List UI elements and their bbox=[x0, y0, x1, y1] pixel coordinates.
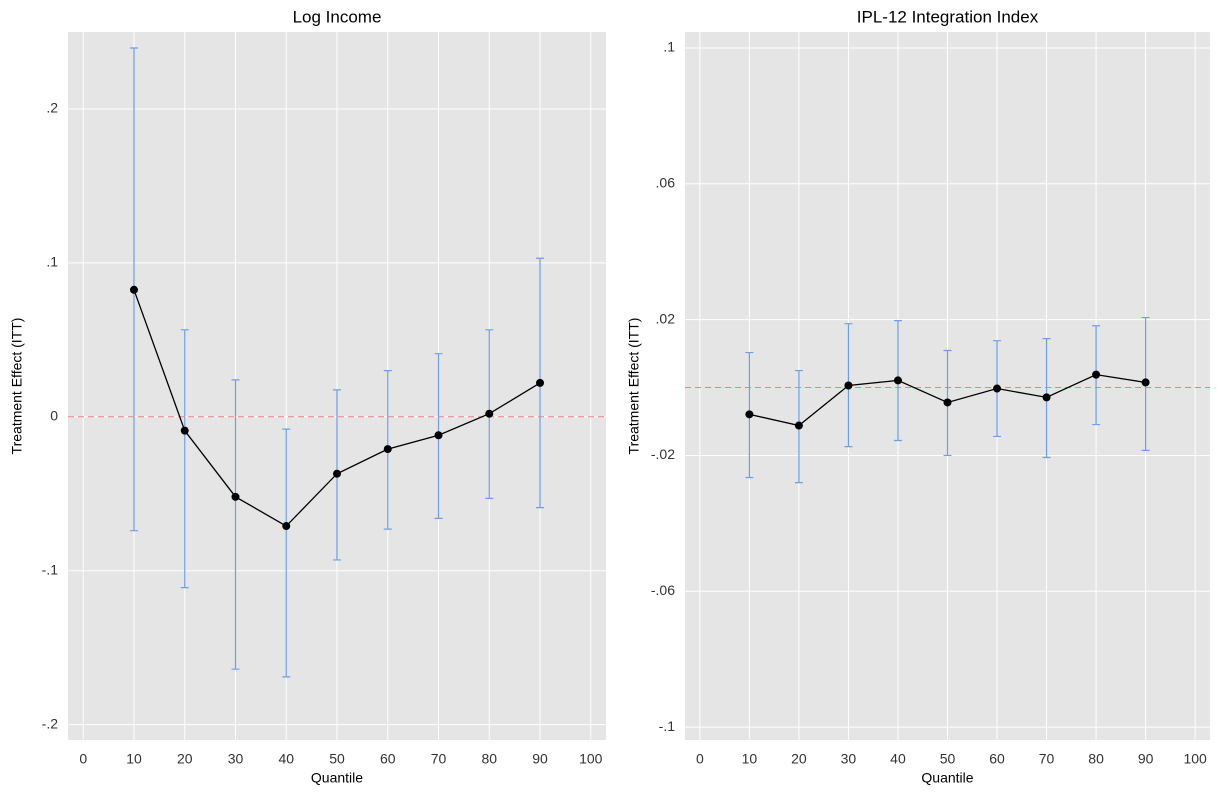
y-axis-label: Treatment Effect (ITT) bbox=[9, 318, 25, 455]
error-bar bbox=[180, 329, 189, 589]
point bbox=[844, 381, 853, 390]
y-tick-label: .02 bbox=[656, 310, 676, 326]
x-tick-label: 50 bbox=[329, 751, 345, 767]
y-tick-label: .1 bbox=[46, 254, 58, 270]
point bbox=[794, 421, 803, 430]
y-tick-label: -.06 bbox=[651, 582, 675, 598]
x-tick-label: 20 bbox=[791, 751, 807, 767]
point bbox=[943, 398, 952, 407]
point bbox=[1092, 370, 1101, 379]
y-tick-label: 0 bbox=[50, 407, 58, 423]
y-tick-label: -.1 bbox=[659, 718, 676, 734]
x-tick-label: 10 bbox=[742, 751, 758, 767]
point bbox=[231, 492, 240, 501]
point bbox=[745, 410, 754, 419]
point bbox=[893, 376, 902, 385]
y-tick-label: -.02 bbox=[651, 446, 675, 462]
point bbox=[333, 469, 341, 478]
x-tick-label: 50 bbox=[940, 751, 956, 767]
x-tick-label: 90 bbox=[532, 751, 548, 767]
error-bar bbox=[231, 379, 240, 670]
point bbox=[180, 426, 189, 435]
y-tick-label: .2 bbox=[46, 100, 58, 116]
error-bar-line bbox=[180, 329, 189, 589]
point bbox=[129, 285, 138, 294]
point bbox=[1042, 393, 1051, 402]
x-tick-label: 80 bbox=[1088, 751, 1104, 767]
point bbox=[383, 445, 392, 454]
y-axis-label: Treatment Effect (ITT) bbox=[626, 318, 642, 455]
y-tick-label: .06 bbox=[656, 174, 676, 190]
x-axis-label: Quantile bbox=[921, 770, 973, 786]
x-tick-label: 70 bbox=[1039, 751, 1055, 767]
x-tick-label: 20 bbox=[177, 751, 193, 767]
point bbox=[993, 384, 1002, 393]
x-tick-label: 60 bbox=[380, 751, 396, 767]
x-tick-label: 100 bbox=[1183, 751, 1207, 767]
x-tick-label: 100 bbox=[579, 751, 603, 767]
point bbox=[536, 378, 545, 387]
point bbox=[485, 409, 494, 418]
x-axis-label: Quantile bbox=[311, 770, 363, 786]
y-tick-label: -.1 bbox=[42, 561, 59, 577]
x-tick-label: 30 bbox=[228, 751, 244, 767]
error-bar bbox=[282, 428, 291, 678]
y-tick-label: .1 bbox=[663, 39, 675, 55]
error-bar-line bbox=[282, 428, 291, 678]
x-tick-label: 40 bbox=[890, 751, 906, 767]
x-tick-label: 30 bbox=[841, 751, 857, 767]
point bbox=[434, 431, 443, 440]
x-tick-label: 10 bbox=[126, 751, 142, 767]
chart-title: Log Income bbox=[293, 7, 382, 26]
x-tick-label: 70 bbox=[431, 751, 447, 767]
x-tick-label: 80 bbox=[481, 751, 497, 767]
y-tick-label: -.2 bbox=[42, 715, 59, 731]
error-bar-line bbox=[231, 379, 240, 670]
x-tick-label: 0 bbox=[79, 751, 87, 767]
chart-title: IPL-12 Integration Index bbox=[857, 7, 1039, 26]
x-tick-label: 60 bbox=[989, 751, 1005, 767]
point bbox=[1141, 378, 1150, 387]
x-tick-label: 0 bbox=[696, 751, 704, 767]
x-tick-label: 40 bbox=[278, 751, 294, 767]
point bbox=[282, 522, 291, 531]
x-tick-label: 90 bbox=[1138, 751, 1154, 767]
